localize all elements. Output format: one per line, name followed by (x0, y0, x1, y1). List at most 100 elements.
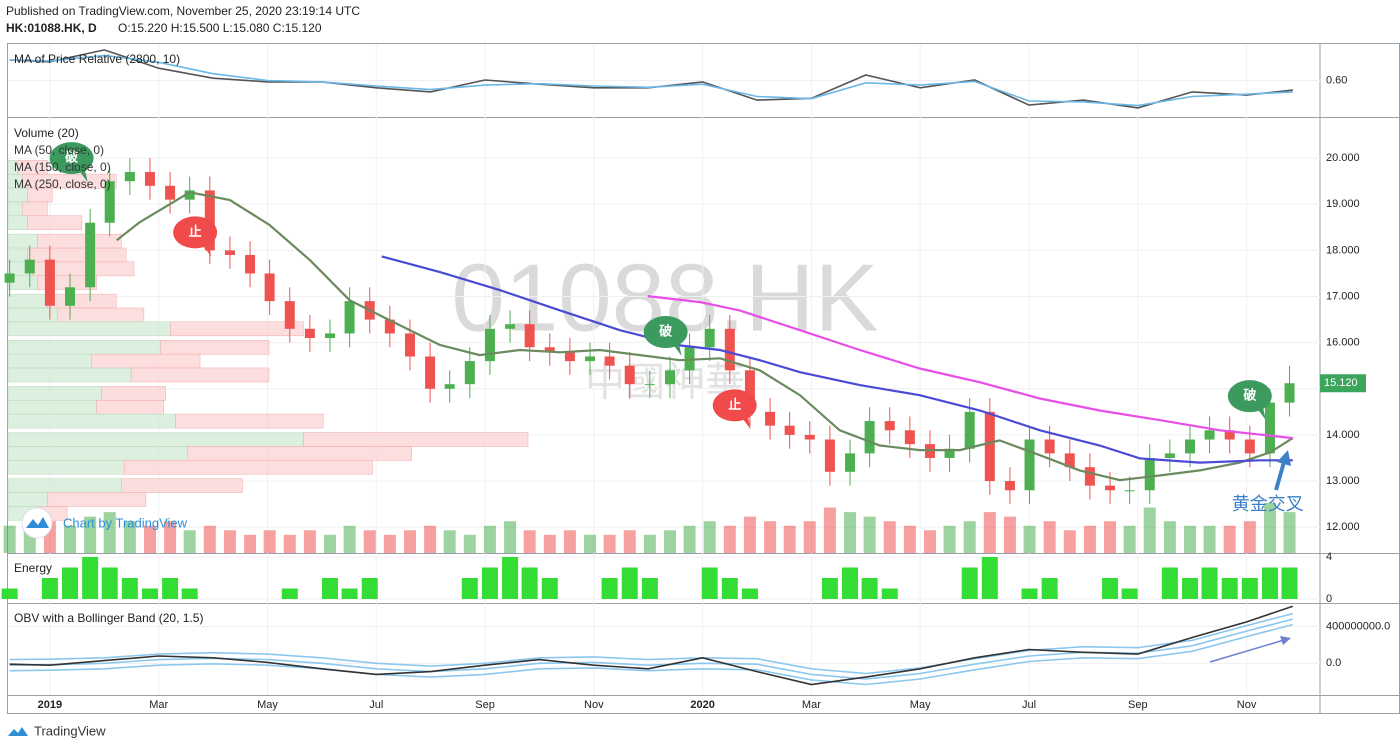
y-tick-label: 19.000 (1326, 198, 1360, 210)
candle-body (585, 356, 596, 362)
profile-up (7, 478, 122, 493)
volume-bar (923, 530, 936, 553)
annotation-text: 止 (189, 224, 202, 239)
last-price-label: 15.120 (1324, 377, 1358, 389)
x-tick-label: Jul (369, 699, 383, 711)
candle-body (1144, 457, 1155, 491)
candle-body (404, 333, 415, 357)
energy-bar (162, 578, 179, 600)
profile-up (7, 386, 102, 401)
candle-body (1105, 485, 1116, 491)
candle-body (1124, 490, 1135, 492)
last-price-box (1320, 374, 1366, 393)
annotation-bubble (49, 142, 94, 175)
profile-down (170, 321, 304, 337)
energy-bar (1041, 578, 1058, 600)
candle-body (224, 250, 235, 256)
profile-down (123, 459, 373, 475)
volume-bar (563, 530, 576, 553)
candle-body (4, 273, 15, 283)
candle-body (204, 190, 215, 251)
annotation-text: 破 (65, 150, 78, 165)
pane-title: OBV with a Bollinger Band (20, 1.5) (14, 611, 203, 625)
candle-body (144, 171, 155, 186)
candle-body (765, 411, 776, 426)
energy-bar (502, 556, 519, 600)
volume-bar (383, 534, 396, 553)
x-tick-label: Jul (1022, 699, 1036, 711)
candle-body (104, 181, 115, 223)
candle-body (325, 333, 336, 339)
energy-bar (121, 578, 138, 600)
arrow-head (1280, 636, 1291, 645)
published: Published on TradingView.com, November 2… (6, 4, 360, 18)
volume-bar (584, 534, 597, 553)
candle-body (824, 439, 835, 472)
profile-down (22, 201, 48, 217)
volume-bar (3, 525, 16, 553)
moving-average (116, 191, 1294, 482)
x-tick-label: Mar (149, 699, 168, 711)
legend-volume: Volume (20) (14, 126, 79, 140)
candle-body (664, 370, 675, 385)
volume-bar (1183, 525, 1196, 553)
y-tick-label: 16.000 (1326, 337, 1360, 349)
volume-bar (1223, 525, 1236, 553)
energy-bar (1121, 588, 1138, 600)
candle-body (1204, 430, 1215, 440)
x-tick-label: May (910, 699, 931, 711)
profile-up (7, 340, 161, 355)
volume-bar (223, 530, 236, 553)
profile-up (7, 413, 176, 429)
volume-bar (303, 530, 316, 553)
profile-down (27, 247, 127, 263)
annotation-bubble (712, 389, 757, 422)
energy-bar (521, 567, 538, 600)
arrow-head (1277, 450, 1291, 466)
candle-body (1084, 467, 1095, 486)
footer-logo (8, 727, 28, 736)
profile-up (7, 247, 28, 263)
volume-bar (343, 525, 356, 553)
symbol: HK:01088.HK, D (6, 21, 97, 35)
profile-down (47, 492, 147, 507)
energy-bar (101, 567, 118, 600)
profile-up (7, 293, 48, 309)
annotation-text: 破 (659, 323, 672, 338)
note-text: 黄金交叉 (1232, 494, 1304, 514)
candle-body (884, 421, 895, 431)
candle-body (464, 361, 475, 385)
volume-bar (504, 521, 517, 553)
candle-body (864, 421, 875, 454)
energy-bar (82, 556, 99, 600)
x-tick-label: Nov (584, 699, 604, 711)
energy-bar (341, 588, 358, 600)
energy-bar (461, 578, 478, 600)
volume-bar (123, 521, 136, 553)
energy-bar (1, 588, 18, 600)
profile-down (91, 353, 201, 369)
profile-down (186, 446, 413, 461)
volume-bar (443, 530, 456, 553)
volume-bar (883, 521, 896, 553)
volume-bar (1203, 525, 1216, 553)
candle-body (724, 328, 735, 371)
energy-bar (1261, 567, 1278, 600)
energy-bar (821, 578, 838, 600)
energy-bar (361, 578, 378, 600)
volume-bar (324, 534, 337, 553)
energy-bar (861, 578, 878, 600)
volume-bar (183, 530, 196, 553)
energy-bar (1201, 567, 1218, 600)
x-tick-label: 2020 (690, 699, 714, 711)
volume-bar (1143, 507, 1156, 553)
energy-bar (721, 578, 738, 600)
x-tick-label: Sep (1128, 699, 1148, 711)
volume-bar (543, 534, 556, 553)
legend-entry: MA (250, close, 0) (14, 177, 111, 191)
volume-bar (1163, 521, 1176, 553)
profile-up (7, 353, 92, 369)
arrow-obv (1209, 636, 1291, 663)
candle-body (44, 259, 55, 306)
